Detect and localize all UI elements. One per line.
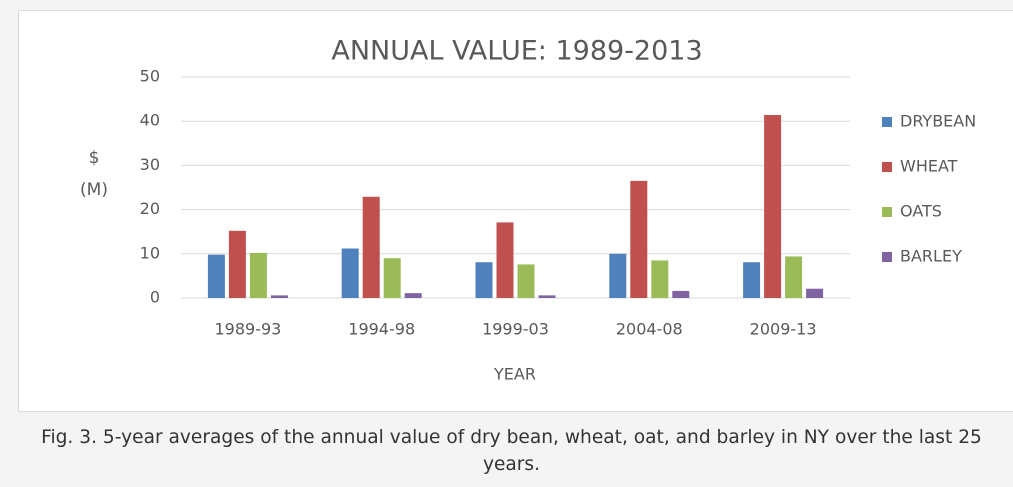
bar	[806, 288, 824, 298]
bar	[651, 260, 669, 298]
bar	[672, 290, 690, 298]
x-axis-label: YEAR	[493, 365, 536, 384]
bar	[517, 264, 535, 298]
bar	[362, 196, 380, 298]
bar	[764, 115, 782, 299]
y-tick-label: 30	[140, 155, 160, 174]
x-tick-label: 1999-03	[482, 320, 549, 339]
y-tick-label: 10	[140, 243, 160, 262]
legend-label: DRYBEAN	[900, 112, 976, 131]
chart: ANNUAL VALUE: 1989-2013 $ (M) YEAR 0 10 20…	[80, 36, 976, 384]
chart-title: ANNUAL VALUE: 1989-2013	[331, 36, 702, 67]
y-tick-label: 0	[150, 288, 160, 307]
x-tick-label: 1994-98	[348, 320, 415, 339]
legend-label: OATS	[900, 202, 942, 221]
legend-swatch	[882, 162, 892, 172]
bar	[249, 252, 267, 298]
bar	[630, 180, 648, 298]
y-tick-label: 40	[140, 111, 160, 130]
bar	[207, 254, 225, 298]
legend-swatch	[882, 252, 892, 262]
x-tick-label: 2004-08	[616, 320, 683, 339]
y-axis-label: (M)	[80, 180, 108, 200]
bar	[538, 295, 556, 298]
x-tick-label: 1989-93	[214, 320, 281, 339]
y-axis-label: $	[89, 148, 100, 168]
bar	[785, 256, 803, 298]
legend-swatch	[882, 117, 892, 127]
bar	[496, 222, 514, 298]
bar	[404, 293, 422, 298]
x-tick-label: 2009-13	[750, 320, 817, 339]
caption: Fig. 3. 5-year averages of the annual va…	[41, 427, 982, 475]
bar	[743, 262, 761, 298]
bar	[341, 248, 359, 298]
bar	[270, 295, 288, 298]
y-tick-label: 50	[140, 67, 160, 86]
legend-swatch	[882, 207, 892, 217]
y-tick-label: 20	[140, 199, 160, 218]
legend-label: WHEAT	[900, 157, 958, 176]
bar	[228, 230, 246, 298]
bar	[475, 262, 493, 298]
bar	[609, 253, 627, 298]
bar	[383, 258, 401, 298]
legend-label: BARLEY	[900, 247, 962, 266]
